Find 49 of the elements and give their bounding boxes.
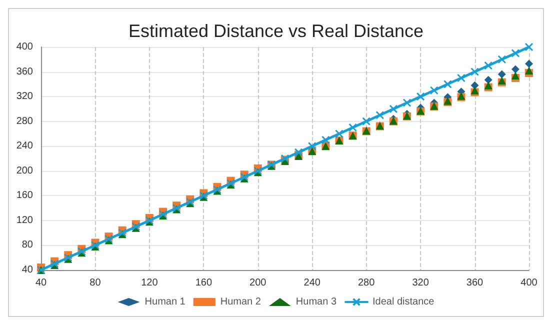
point [498,70,506,78]
point [402,98,412,107]
legend-label: Human 1 [144,296,186,308]
y-tick-label: 160 [16,190,34,202]
point [525,60,533,68]
point [443,80,452,88]
point [511,65,520,74]
point [484,61,493,70]
x-tick-label: 240 [304,278,321,288]
point [416,92,425,101]
point [294,148,303,157]
x-tick-label: 400 [520,278,538,288]
y-tick-label: 40 [22,264,34,276]
point [389,104,398,114]
x-tick-label: 280 [358,278,376,288]
legend-label: Ideal distance [372,296,435,308]
point [511,71,520,80]
point [498,55,506,64]
point [334,129,344,138]
point [524,42,534,52]
y-tick-label: 320 [16,91,34,102]
chart-title: Estimated Distance vs Real Distance [128,21,424,41]
x-tick-label: 200 [250,278,267,288]
y-tick-label: 120 [16,214,34,226]
y-tick-label: 80 [22,240,34,251]
point [376,110,384,120]
legend-label: Human 3 [296,296,337,308]
point [456,74,466,82]
x-tick-label: 80 [90,278,102,288]
point [362,117,371,126]
x-tick-label: 320 [412,278,430,288]
y-tick-label: 360 [16,66,34,78]
point [321,136,330,144]
y-tick-label: 200 [16,165,34,176]
point [525,66,533,75]
point [348,123,358,132]
x-tick-label: 360 [466,278,484,288]
x-tick-label: 120 [141,278,158,288]
point [430,86,438,95]
point [511,48,520,58]
y-tick-label: 240 [16,140,34,152]
legend-label: Human 2 [220,296,262,308]
point [308,142,316,150]
y-tick-label: 400 [16,42,34,52]
point [470,68,480,76]
x-tick-label: 160 [195,278,212,288]
point [484,76,492,84]
y-tick-label: 280 [16,116,34,127]
x-tick-label: 40 [35,278,47,288]
